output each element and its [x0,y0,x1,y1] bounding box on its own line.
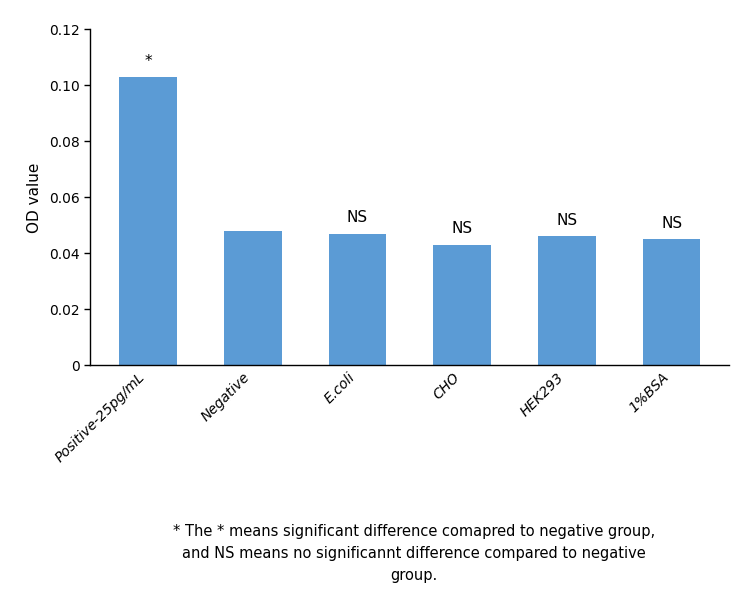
Text: NS: NS [452,221,473,237]
Bar [538,237,596,365]
Bar [329,234,387,365]
Bar [224,231,281,365]
Text: NS: NS [661,216,682,231]
Text: NS: NS [556,213,578,228]
Y-axis label: OD value: OD value [27,162,42,233]
Text: NS: NS [347,210,368,226]
Bar [120,77,177,365]
Bar [433,245,491,365]
Bar [643,239,700,365]
Text: *: * [144,54,152,69]
Text: * The * means significant difference comapred to negative group,
and NS means no: * The * means significant difference com… [172,524,655,583]
